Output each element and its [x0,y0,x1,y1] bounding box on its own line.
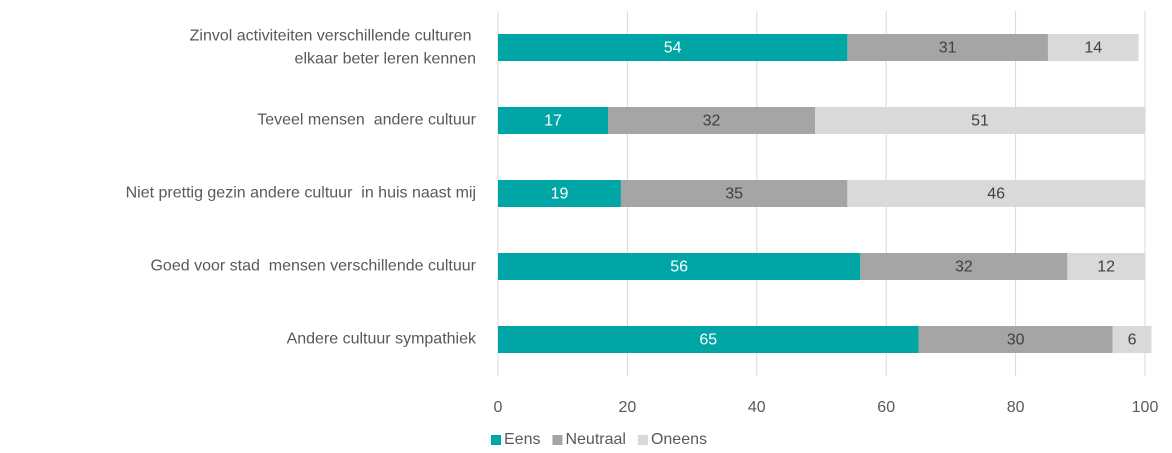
legend-label: Eens [504,431,540,448]
data-label: 31 [939,40,957,57]
x-tick-label: 0 [494,399,503,416]
bar-segment [498,180,621,207]
data-label: 19 [551,186,569,203]
legend-swatch [491,435,501,445]
bar-segment [607,107,816,134]
legend-label: Oneens [651,431,707,448]
data-label: 51 [971,113,989,130]
data-label: 14 [1084,40,1102,57]
data-label: 32 [955,259,973,276]
data-label: 6 [1128,332,1137,349]
bar-segment [847,34,1048,61]
y-tick-label: Teveel mensen andere cultuur [257,112,476,129]
data-label: 46 [987,186,1005,203]
legend-swatch [637,435,648,445]
bar-segment [498,326,919,353]
bar-segment [620,180,848,207]
bar-segment [847,180,1145,207]
data-label: 32 [703,113,721,130]
bar-segment [815,107,1145,134]
x-tick-label: 40 [748,399,766,416]
y-tick-label: Andere cultuur sympathiek [287,331,477,348]
y-tick-label: Zinvol activiteiten verschillende cultur… [190,28,476,68]
x-tick-label: 100 [1132,399,1159,416]
bar-segment [1047,34,1139,61]
x-tick-label: 20 [619,399,637,416]
data-label: 65 [699,332,717,349]
legend-swatch [552,435,563,445]
y-tick-label: Niet prettig gezin andere cultuur in hui… [126,185,476,202]
x-tick-label: 60 [877,399,895,416]
y-tick-label: Goed voor stad mensen verschillende cult… [150,258,476,275]
data-label: 17 [544,113,562,130]
bar-segment [860,253,1068,280]
data-label: 56 [670,259,688,276]
bar-segment [1067,253,1145,280]
x-tick-label: 80 [1007,399,1025,416]
bar-segment [498,107,608,134]
data-label: 54 [664,40,682,57]
bar-segment [498,34,848,61]
bar-segment [918,326,1113,353]
data-label: 12 [1097,259,1115,276]
bar-segment [1112,326,1152,353]
data-label: 35 [725,186,743,203]
legend-label: Neutraal [565,431,625,448]
bar-segment [498,253,861,280]
data-label: 30 [1007,332,1025,349]
